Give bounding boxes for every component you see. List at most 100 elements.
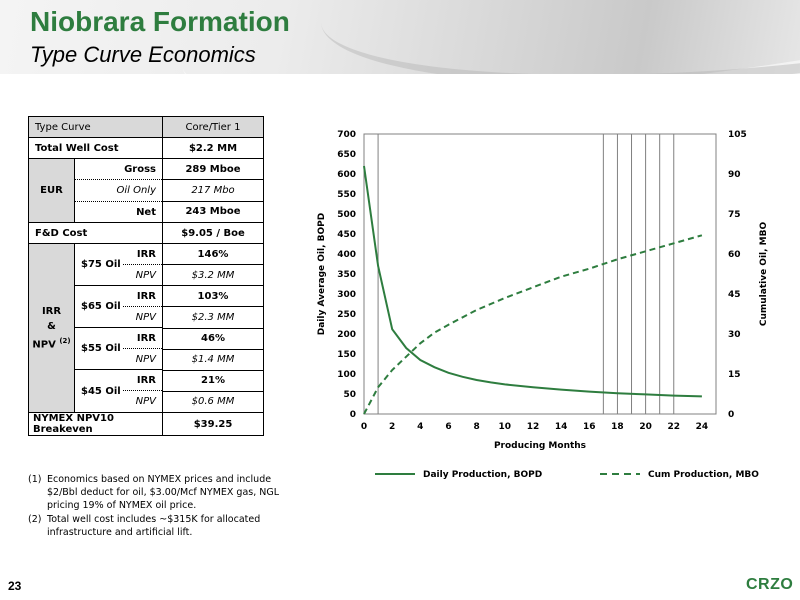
eur-cell: EUR Gross Oil Only Net	[28, 158, 163, 223]
irr-npv-group-label: IRR & NPV (2)	[29, 244, 75, 412]
scenario-75: $75 Oil IRR NPV	[75, 244, 162, 286]
fd-cost-value: $9.05 / Boe	[162, 222, 264, 244]
table-row: NYMEX NPV10 Breakeven $39.25	[28, 412, 264, 436]
y-right-tick-label: 30	[728, 330, 741, 340]
footnote-number: (1)	[28, 474, 42, 485]
irr-group-line1: IRR	[41, 305, 62, 317]
y-left-axis-label: Daily Average Oil, BOPD	[317, 213, 327, 335]
page-subtitle: Type Curve Economics	[30, 42, 256, 67]
x-tick-label: 0	[361, 422, 367, 432]
breakeven-label: NYMEX NPV10 Breakeven	[28, 412, 163, 436]
y-right-tick-label: 0	[728, 410, 734, 420]
x-tick-label: 16	[583, 422, 596, 432]
y-right-tick-label: 105	[728, 130, 747, 140]
irr-value-45: 21%	[162, 369, 264, 392]
x-tick-label: 12	[527, 422, 540, 432]
x-tick-label: 14	[555, 422, 568, 432]
cum-production-line	[363, 234, 703, 415]
eur-gross-value: 289 Mboe	[162, 157, 264, 181]
irr-group-line3: NPV	[32, 339, 56, 351]
x-tick-label: 4	[417, 422, 423, 432]
irr-row-label: IRR	[123, 370, 162, 391]
page-number: 23	[8, 579, 22, 593]
eur-gross-label: Gross	[75, 159, 162, 180]
irr-group-line2: &	[47, 320, 56, 332]
price-label: $55 Oil	[81, 343, 121, 354]
scenario-65: $65 Oil IRR NPV	[75, 286, 162, 328]
footnote-text: Total well cost includes ~$315K for allo…	[47, 514, 261, 538]
table-row: IRR & NPV (2) $75 Oil IRR NPV $65 Oil	[28, 242, 264, 413]
irr-row-label: IRR	[123, 328, 162, 349]
legend-label-cum: Cum Production, MBO	[648, 470, 759, 480]
y-left-tick-label: 400	[337, 250, 356, 260]
y-left-tick-label: 300	[337, 290, 356, 300]
y-right-tick-label: 75	[728, 210, 741, 220]
table-row: EUR Gross Oil Only Net 289 Mboe	[28, 157, 264, 223]
x-tick-label: 10	[499, 422, 512, 432]
irr-row-label: IRR	[123, 244, 162, 265]
y-left-tick-label: 500	[337, 210, 356, 220]
footnotes: (1) Economics based on NYMEX prices and …	[28, 473, 288, 540]
irr-group-footnote-ref: (2)	[59, 336, 71, 345]
irr-value-65: 103%	[162, 285, 264, 308]
plot-frame	[363, 133, 717, 415]
y-right-tick-label: 15	[728, 370, 741, 380]
daily-production-line	[363, 165, 702, 398]
footnote-number: (2)	[28, 514, 42, 525]
irr-row-label: IRR	[123, 286, 162, 307]
table-row: F&D Cost $9.05 / Boe	[28, 222, 264, 244]
y-left-tick-label: 700	[337, 130, 356, 140]
irr-group-line3-wrap: NPV (2)	[32, 334, 70, 352]
x-axis-label: Producing Months	[494, 441, 586, 451]
price-label: $45 Oil	[81, 385, 121, 397]
y-left-tick-label: 350	[337, 270, 356, 280]
total-well-cost-value: $2.2 MM	[162, 137, 264, 159]
y-left-tick-label: 200	[337, 330, 356, 340]
price-label: $65 Oil	[81, 301, 121, 312]
price-label: $75 Oil	[81, 259, 121, 270]
npv-value-65: $2.3 MM	[162, 306, 264, 329]
y-left-tick-label: 0	[350, 410, 356, 420]
header-wave-decoration-2	[315, 0, 800, 74]
eur-label: EUR	[29, 159, 75, 222]
header-core-tier: Core/Tier 1	[162, 116, 264, 138]
breakeven-value: $39.25	[162, 412, 264, 436]
legend-label-daily: Daily Production, BOPD	[423, 470, 542, 480]
fd-cost-label: F&D Cost	[28, 222, 163, 244]
scenario-45: $45 Oil IRR NPV	[75, 370, 162, 412]
y-left-tick-label: 450	[337, 230, 356, 240]
x-tick-label: 24	[696, 422, 709, 432]
irr-value-75: 146%	[162, 242, 264, 266]
header-band	[0, 0, 800, 74]
y-right-tick-label: 60	[728, 250, 741, 260]
table-header-row: Type Curve Core/Tier 1	[28, 116, 264, 138]
y-left-tick-label: 50	[343, 390, 356, 400]
footnote-2: (2) Total well cost includes ~$315K for …	[28, 513, 288, 539]
irr-npv-group-cell: IRR & NPV (2) $75 Oil IRR NPV $65 Oil	[28, 243, 163, 413]
y-left-tick-label: 600	[337, 170, 356, 180]
x-tick-label: 22	[667, 422, 680, 432]
production-chart: 0501001502002503003504004505005506006507…	[317, 130, 769, 480]
x-tick-label: 8	[474, 422, 480, 432]
npv-row-label: NPV	[135, 395, 156, 407]
y-right-axis-label: Cumulative Oil, MBO	[759, 222, 769, 327]
table-row: 243 Mboe	[29, 200, 264, 224]
table-row: $0.6 MM	[29, 390, 264, 414]
footnote-text: Economics based on NYMEX prices and incl…	[47, 474, 280, 511]
npv-row-label: NPV	[135, 269, 156, 281]
y-left-tick-label: 100	[337, 370, 356, 380]
npv-value-55: $1.4 MM	[162, 348, 264, 371]
y-left-tick-label: 650	[337, 150, 356, 160]
y-left-tick-label: 550	[337, 190, 356, 200]
company-logo: CRZO	[746, 576, 794, 593]
npv-value-45: $0.6 MM	[162, 390, 264, 414]
x-tick-label: 2	[389, 422, 395, 432]
irr-value-55: 46%	[162, 327, 264, 350]
eur-net-value: 243 Mboe	[162, 200, 264, 224]
y-right-tick-label: 90	[728, 170, 741, 180]
footnote-1: (1) Economics based on NYMEX prices and …	[28, 473, 288, 512]
x-tick-label: 18	[611, 422, 624, 432]
scenario-labels: $75 Oil IRR NPV $65 Oil IRR NPV	[75, 244, 162, 412]
eur-oil-label: Oil Only	[116, 185, 156, 196]
y-left-tick-label: 250	[337, 310, 356, 320]
